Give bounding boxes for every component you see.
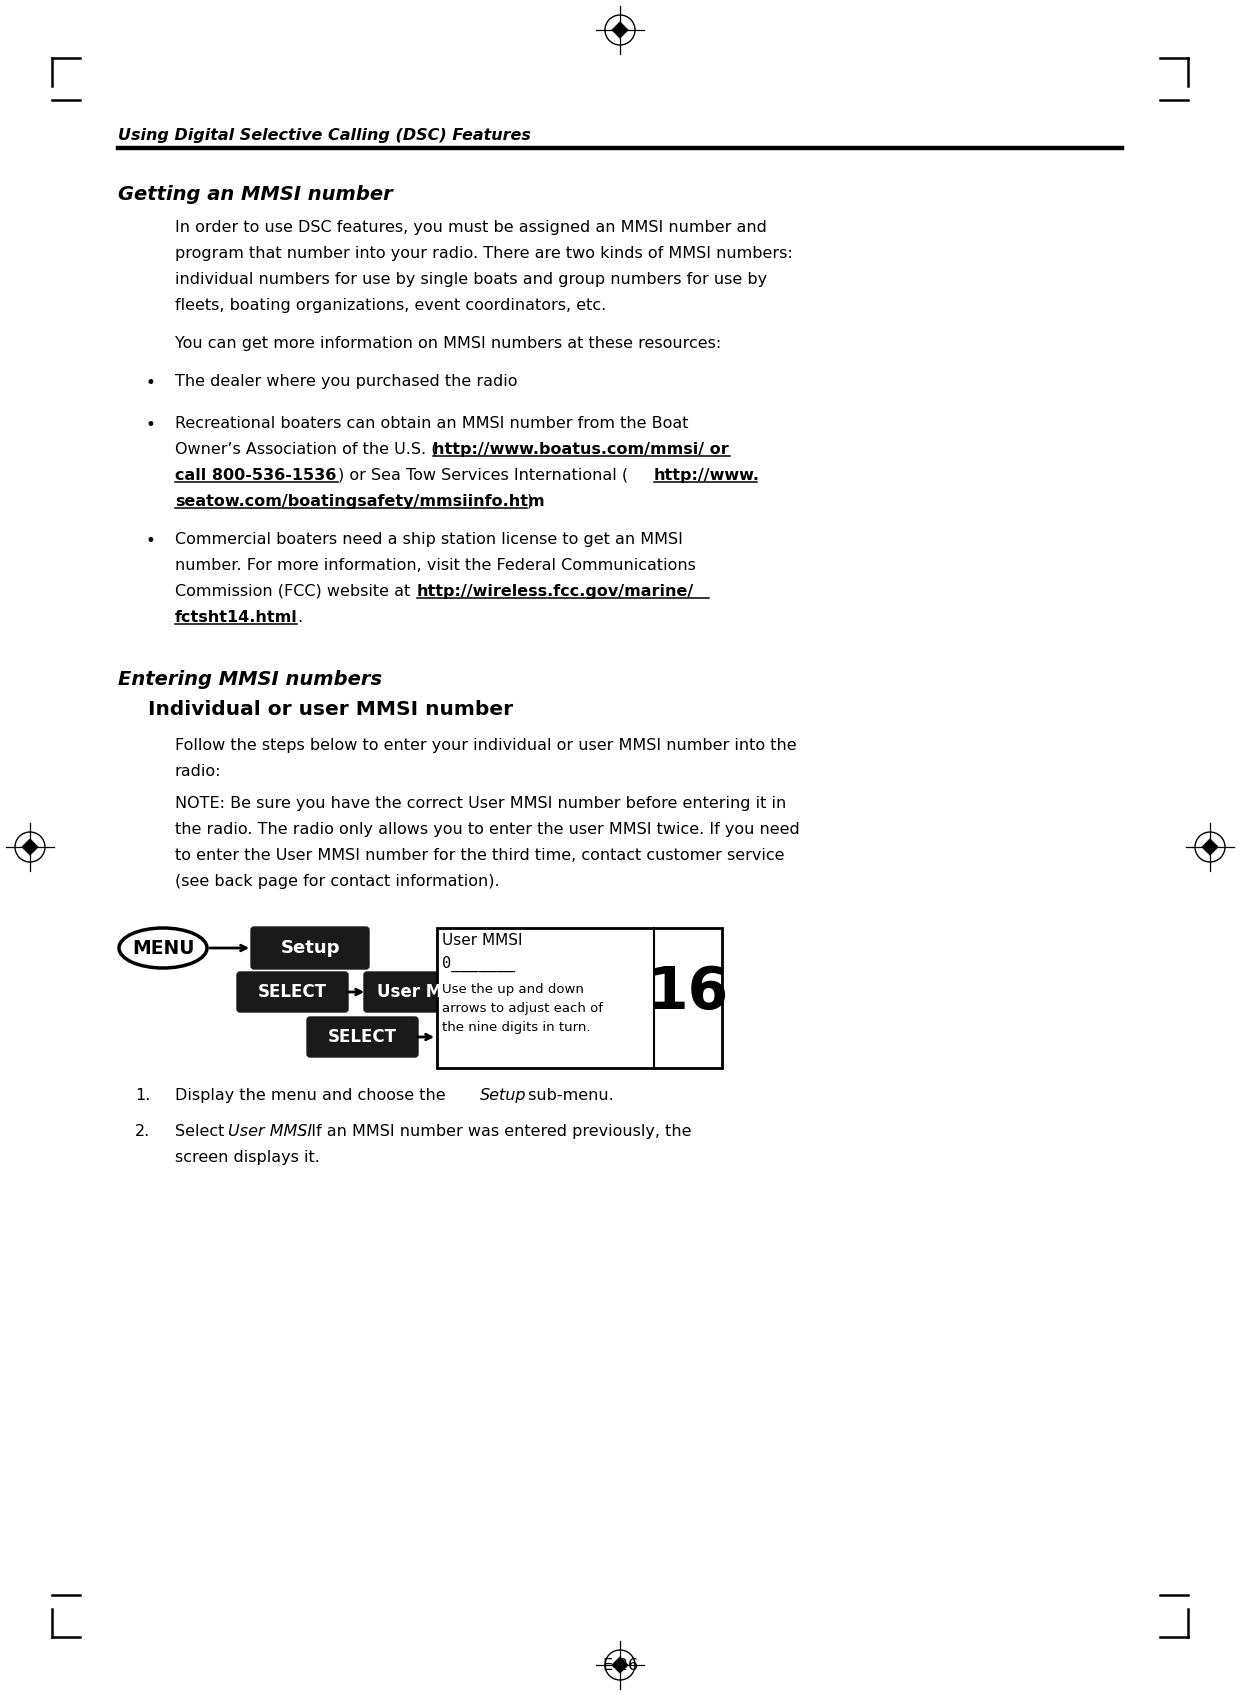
Polygon shape: [611, 22, 629, 39]
Text: individual numbers for use by single boats and group numbers for use by: individual numbers for use by single boa…: [175, 271, 768, 286]
Text: Use the up and down: Use the up and down: [441, 983, 584, 997]
FancyBboxPatch shape: [250, 927, 370, 970]
Text: seatow.com/boatingsafety/mmsiinfo.htm: seatow.com/boatingsafety/mmsiinfo.htm: [175, 493, 544, 508]
Text: Select: Select: [175, 1124, 229, 1139]
Text: screen displays it.: screen displays it.: [175, 1149, 320, 1164]
Text: ) or Sea Tow Services International (: ) or Sea Tow Services International (: [339, 468, 629, 483]
Text: The dealer where you purchased the radio: The dealer where you purchased the radio: [175, 375, 517, 388]
Text: •: •: [145, 415, 155, 434]
Text: User MMSI: User MMSI: [377, 983, 477, 1002]
Text: Commercial boaters need a ship station license to get an MMSI: Commercial boaters need a ship station l…: [175, 532, 683, 547]
Text: Recreational boaters can obtain an MMSI number from the Boat: Recreational boaters can obtain an MMSI …: [175, 415, 688, 431]
Text: http://www.: http://www.: [653, 468, 760, 483]
Text: 2.: 2.: [135, 1124, 150, 1139]
Text: ): ): [527, 493, 533, 508]
Text: NOTE: Be sure you have the correct User MMSI number before entering it in: NOTE: Be sure you have the correct User …: [175, 797, 786, 810]
Text: Commission (FCC) website at: Commission (FCC) website at: [175, 585, 415, 598]
Text: E-26: E-26: [601, 1658, 639, 1673]
Text: Setup: Setup: [480, 1088, 527, 1103]
Text: to enter the User MMSI number for the third time, contact customer service: to enter the User MMSI number for the th…: [175, 848, 785, 863]
Text: MENU: MENU: [131, 939, 195, 958]
Text: Individual or user MMSI number: Individual or user MMSI number: [148, 700, 513, 719]
Text: In order to use DSC features, you must be assigned an MMSI number and: In order to use DSC features, you must b…: [175, 220, 766, 236]
Text: 0_______: 0_______: [441, 956, 515, 973]
Text: http://www.boatus.com/mmsi/ or: http://www.boatus.com/mmsi/ or: [433, 442, 729, 458]
Text: User MMSI: User MMSI: [441, 932, 522, 948]
Polygon shape: [611, 1656, 629, 1673]
Text: radio:: radio:: [175, 764, 222, 780]
Text: sub-menu.: sub-menu.: [523, 1088, 614, 1103]
Text: Display the menu and choose the: Display the menu and choose the: [175, 1088, 451, 1103]
Text: 1.: 1.: [135, 1088, 150, 1103]
Text: Getting an MMSI number: Getting an MMSI number: [118, 185, 393, 203]
Text: •: •: [145, 375, 155, 392]
FancyBboxPatch shape: [308, 1017, 418, 1058]
Text: the nine digits in turn.: the nine digits in turn.: [441, 1020, 590, 1034]
Text: Owner’s Association of the U.S. (: Owner’s Association of the U.S. (: [175, 442, 438, 458]
Text: (see back page for contact information).: (see back page for contact information).: [175, 875, 500, 888]
Polygon shape: [1202, 839, 1218, 856]
Text: You can get more information on MMSI numbers at these resources:: You can get more information on MMSI num…: [175, 336, 722, 351]
Text: . If an MMSI number was entered previously, the: . If an MMSI number was entered previous…: [301, 1124, 692, 1139]
Text: .: .: [298, 610, 303, 625]
Text: number. For more information, visit the Federal Communications: number. For more information, visit the …: [175, 558, 696, 573]
Text: Follow the steps below to enter your individual or user MMSI number into the: Follow the steps below to enter your ind…: [175, 737, 796, 753]
Text: 16: 16: [647, 964, 729, 1022]
Text: SELECT: SELECT: [258, 983, 327, 1002]
FancyBboxPatch shape: [237, 971, 348, 1012]
Text: http://wireless.fcc.gov/marine/: http://wireless.fcc.gov/marine/: [417, 585, 694, 598]
Bar: [436, 927, 722, 1068]
Text: arrows to adjust each of: arrows to adjust each of: [441, 1002, 603, 1015]
Text: fctsht14.html: fctsht14.html: [175, 610, 298, 625]
Text: program that number into your radio. There are two kinds of MMSI numbers:: program that number into your radio. The…: [175, 246, 792, 261]
Text: Setup: Setup: [280, 939, 340, 958]
Text: •: •: [145, 532, 155, 549]
Text: Using Digital Selective Calling (DSC) Features: Using Digital Selective Calling (DSC) Fe…: [118, 129, 531, 142]
FancyBboxPatch shape: [365, 971, 490, 1012]
Text: call 800-536-1536: call 800-536-1536: [175, 468, 336, 483]
Text: the radio. The radio only allows you to enter the user MMSI twice. If you need: the radio. The radio only allows you to …: [175, 822, 800, 837]
Text: User MMSI: User MMSI: [228, 1124, 312, 1139]
Ellipse shape: [119, 927, 207, 968]
Text: Entering MMSI numbers: Entering MMSI numbers: [118, 670, 382, 688]
Text: SELECT: SELECT: [329, 1027, 397, 1046]
Text: fleets, boating organizations, event coordinators, etc.: fleets, boating organizations, event coo…: [175, 298, 606, 314]
Polygon shape: [22, 839, 38, 856]
